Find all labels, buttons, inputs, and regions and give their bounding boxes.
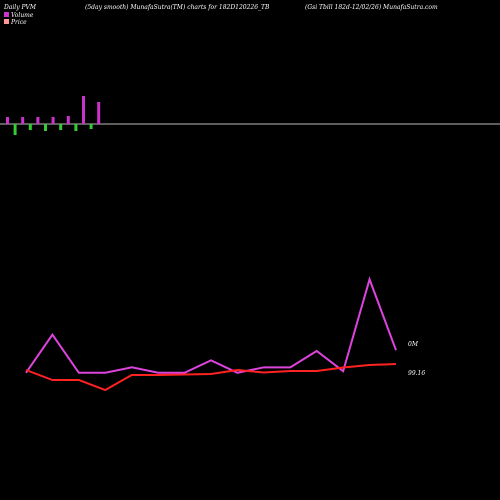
volume-bar bbox=[82, 96, 85, 124]
volume-end-label: 0M bbox=[408, 341, 419, 348]
volume-bar bbox=[21, 117, 25, 124]
volume-bar bbox=[6, 117, 9, 124]
volume-bar bbox=[51, 117, 55, 124]
price-end-label: 99.16 bbox=[408, 370, 425, 377]
volume-bar bbox=[59, 124, 63, 130]
legend-volume-swatch bbox=[4, 12, 9, 17]
legend-price-swatch bbox=[4, 19, 9, 24]
volume-line bbox=[25, 276, 397, 374]
volume-bar bbox=[44, 124, 47, 131]
volume-bar bbox=[13, 124, 17, 135]
volume-bar bbox=[36, 117, 40, 124]
volume-bar bbox=[28, 124, 32, 130]
volume-bars-group bbox=[6, 96, 101, 135]
volume-bar bbox=[66, 116, 70, 124]
volume-bar bbox=[97, 102, 101, 124]
volume-bar bbox=[89, 124, 93, 129]
lines-group bbox=[25, 276, 397, 392]
chart-title: (5day smooth) MunafaSutra(TM) charts for… bbox=[85, 4, 270, 11]
volume-bar bbox=[74, 124, 78, 131]
chart-header-left: Daily PVM bbox=[3, 4, 37, 11]
price-line bbox=[25, 363, 397, 392]
legend-price-label: Price bbox=[10, 19, 27, 26]
chart-header-right: (Gsi Tbill 182d-12/02/26) MunafaSutra.co… bbox=[305, 4, 438, 11]
legend-volume-label: Volume bbox=[11, 12, 34, 19]
